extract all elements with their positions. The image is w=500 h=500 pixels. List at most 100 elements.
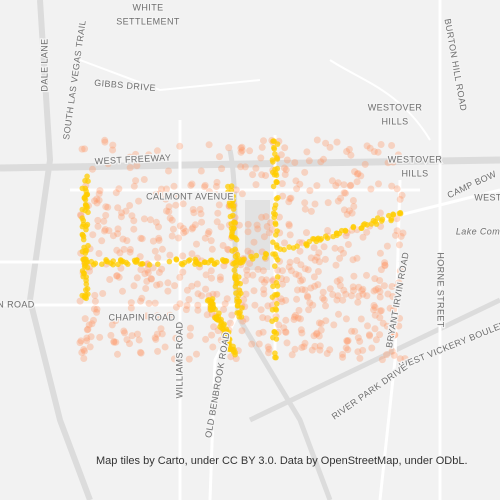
point <box>317 237 324 243</box>
point <box>209 343 217 351</box>
point <box>304 266 312 274</box>
point <box>166 251 174 259</box>
point <box>103 258 109 265</box>
point <box>93 199 101 207</box>
point <box>259 314 267 322</box>
point <box>148 275 155 283</box>
point <box>155 223 162 231</box>
point <box>384 159 392 167</box>
point <box>225 189 231 195</box>
point <box>236 287 243 293</box>
attribution: Map tiles by Carto, under CC BY 3.0. Dat… <box>96 455 468 467</box>
point <box>301 339 309 347</box>
point <box>250 287 258 295</box>
point <box>170 182 178 190</box>
point <box>134 257 140 263</box>
point <box>239 259 246 265</box>
point <box>99 261 105 268</box>
point <box>274 228 280 234</box>
point <box>155 234 163 242</box>
point <box>317 320 325 328</box>
point <box>295 306 303 314</box>
point <box>397 232 405 240</box>
street-label: WESTOVER <box>368 102 423 112</box>
point <box>376 293 384 301</box>
point <box>307 207 315 215</box>
point <box>376 209 384 217</box>
point <box>315 332 323 340</box>
point <box>316 342 324 350</box>
point <box>230 193 236 199</box>
point <box>344 346 352 354</box>
point <box>361 160 369 168</box>
point <box>320 155 327 163</box>
point <box>203 311 211 319</box>
point <box>157 325 165 333</box>
point <box>335 310 342 318</box>
point <box>164 287 172 295</box>
point <box>229 248 235 254</box>
point <box>299 276 306 284</box>
point <box>227 346 233 353</box>
point <box>188 282 196 290</box>
point <box>285 222 293 230</box>
point <box>155 261 161 268</box>
point <box>251 301 259 309</box>
point <box>315 319 323 327</box>
point <box>383 351 391 359</box>
point <box>304 241 310 248</box>
point <box>84 173 90 180</box>
point <box>388 347 396 355</box>
point <box>270 251 276 257</box>
point <box>336 254 344 262</box>
point <box>292 311 299 319</box>
point <box>216 317 222 323</box>
point <box>274 165 281 172</box>
point <box>165 203 173 211</box>
road <box>208 309 242 500</box>
point <box>356 354 364 362</box>
point <box>370 302 378 309</box>
point <box>344 241 352 248</box>
point <box>126 340 133 348</box>
point <box>244 228 252 236</box>
point <box>187 324 194 332</box>
point <box>198 218 206 226</box>
point <box>248 340 256 348</box>
point <box>135 336 143 344</box>
point <box>359 233 367 241</box>
point <box>230 212 236 219</box>
point <box>208 331 216 339</box>
point <box>324 227 332 234</box>
point <box>84 259 90 265</box>
point <box>225 144 233 152</box>
point <box>132 150 140 158</box>
point <box>246 260 254 267</box>
point <box>368 221 375 227</box>
point <box>101 226 109 233</box>
point <box>377 141 385 148</box>
point <box>210 323 218 331</box>
point <box>149 237 157 245</box>
point <box>308 346 316 354</box>
point <box>117 257 124 263</box>
point <box>396 195 404 203</box>
point <box>109 146 117 154</box>
point <box>290 313 298 321</box>
point <box>83 334 91 342</box>
point <box>155 269 163 276</box>
point <box>388 142 396 149</box>
point <box>263 223 271 230</box>
point <box>126 202 134 209</box>
point <box>165 208 173 216</box>
point <box>143 312 151 320</box>
point <box>122 207 130 215</box>
point <box>89 165 96 173</box>
point <box>389 158 397 166</box>
point <box>339 353 347 361</box>
point <box>176 142 184 150</box>
point <box>272 151 278 157</box>
point <box>340 181 348 189</box>
point <box>209 257 215 264</box>
point <box>107 331 115 339</box>
